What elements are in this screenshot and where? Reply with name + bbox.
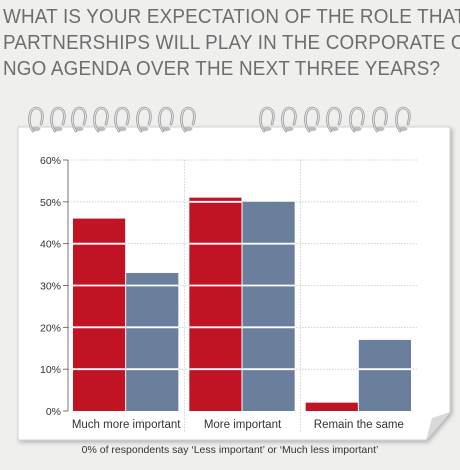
calendar-ring xyxy=(71,106,87,133)
calendar-ring xyxy=(304,106,320,133)
chart-title-line-1: WHAT IS YOUR EXPECTATION OF THE ROLE THA… xyxy=(3,5,460,28)
x-category-label: Much more important xyxy=(72,419,181,431)
y-tick-label: 40% xyxy=(40,239,61,251)
calendar-ring xyxy=(326,106,342,133)
bar xyxy=(242,201,295,411)
x-category-label: Remain the same xyxy=(314,419,404,431)
y-tick-label: 60% xyxy=(40,155,61,167)
bar xyxy=(305,402,358,411)
bar xyxy=(189,197,242,411)
calendar-ring xyxy=(114,106,130,133)
x-axis-labels: Much more important More important Remain … xyxy=(72,419,404,431)
calendar-ring xyxy=(180,106,196,133)
calendar-ring xyxy=(28,106,44,133)
calendar-ring xyxy=(136,106,152,133)
y-tick-label: 10% xyxy=(40,364,61,376)
calendar-ring xyxy=(259,106,275,133)
calendar-ring xyxy=(281,106,297,133)
y-tick-label: 50% xyxy=(40,197,61,209)
bar xyxy=(73,218,126,411)
bar xyxy=(358,339,411,411)
calendar-rings xyxy=(28,106,411,133)
calendar-page-curl xyxy=(426,412,450,440)
y-tick-label: 30% xyxy=(40,281,61,293)
calendar-ring xyxy=(395,106,411,133)
footnote: 0% of respondents say ‘Less important’ o… xyxy=(81,444,379,456)
chart-title: WHAT IS YOUR EXPECTATION OF THE ROLE THA… xyxy=(3,4,460,82)
calendar-ring xyxy=(372,106,388,133)
calendar-ring xyxy=(50,106,66,133)
calendar-ring xyxy=(349,106,365,133)
calendar-ring xyxy=(93,106,109,133)
bars xyxy=(73,197,411,411)
calendar-ring xyxy=(158,106,174,133)
chart-title-line-3: NGO AGENDA OVER THE NEXT THREE YEARS? xyxy=(3,57,441,80)
y-tick-label: 20% xyxy=(40,322,61,334)
x-category-label: More important xyxy=(204,419,282,431)
chart-title-line-2: PARTNERSHIPS WILL PLAY IN THE CORPORATE … xyxy=(3,31,460,54)
bar xyxy=(126,272,179,411)
y-tick-label: 0% xyxy=(46,406,61,418)
y-axis-ticks: 0% 10% 20% 30% 40% 50% 60% xyxy=(40,155,69,418)
